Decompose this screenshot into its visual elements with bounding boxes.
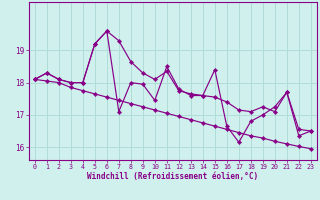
X-axis label: Windchill (Refroidissement éolien,°C): Windchill (Refroidissement éolien,°C) [87,172,258,181]
